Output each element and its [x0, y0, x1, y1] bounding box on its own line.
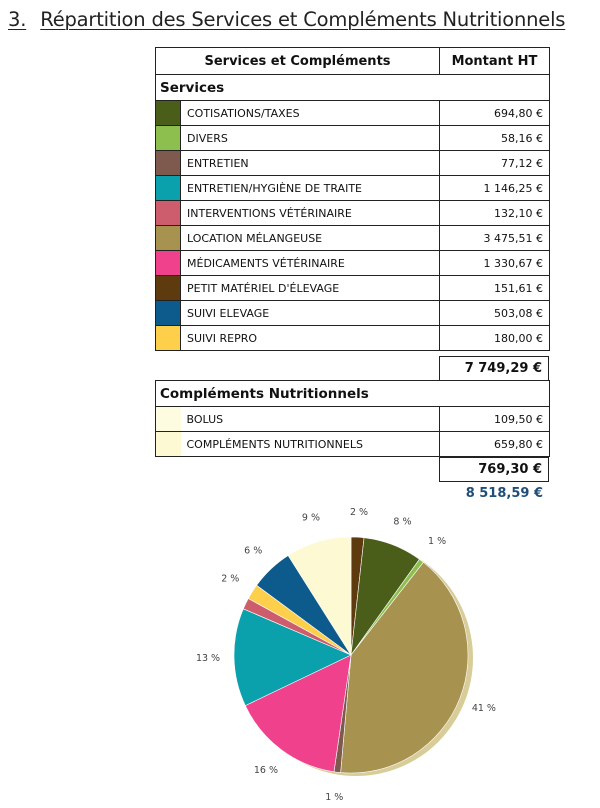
pie-slice — [244, 654, 352, 773]
table-row: COMPLÉMENTS NUTRITIONNELS 659,80 € — [155, 431, 551, 457]
group-title: Compléments Nutritionnels — [154, 380, 551, 407]
pie-slice-label: 13 % — [196, 653, 220, 664]
table-row: DIVERS 58,16 € — [155, 125, 550, 151]
color-swatch — [155, 150, 181, 176]
row-label: MÉDICAMENTS VÉTÉRINAIRE — [180, 250, 440, 276]
color-swatch — [155, 431, 181, 457]
row-amount: 694,80 € — [439, 100, 550, 126]
col-header-label: Services et Compléments — [155, 47, 440, 75]
pie-slice-label: 41 % — [472, 703, 496, 714]
color-swatch — [155, 300, 181, 326]
group-header-complements: Compléments Nutritionnels — [154, 380, 551, 407]
row-amount: 109,50 € — [438, 406, 551, 432]
table-header-row: Services et Compléments Montant HT — [155, 47, 550, 75]
section-heading: 3. Répartition des Services et Complément… — [8, 8, 565, 31]
table-row: INTERVENTIONS VÉTÉRINAIRE 132,10 € — [155, 200, 550, 226]
complements-total: 769,30 € — [439, 457, 549, 482]
grand-total: 8 518,59 € — [465, 486, 543, 501]
row-label: DIVERS — [180, 125, 440, 151]
pie-slice-label: 1 % — [428, 536, 446, 547]
pie-slice-label: 2 % — [221, 573, 239, 584]
row-amount: 180,00 € — [439, 325, 550, 351]
complements-table: Compléments Nutritionnels BOLUS 109,50 € C… — [154, 380, 551, 457]
section-number: 3. — [8, 8, 27, 31]
row-label: INTERVENTIONS VÉTÉRINAIRE — [180, 200, 440, 226]
row-amount: 77,12 € — [439, 150, 550, 176]
table-row: SUIVI ELEVAGE 503,08 € — [155, 300, 550, 326]
table-row: COTISATIONS/TAXES 694,80 € — [155, 100, 550, 126]
row-amount: 132,10 € — [439, 200, 550, 226]
services-table: Services et Compléments Montant HT Servi… — [155, 47, 550, 351]
color-swatch — [155, 125, 181, 151]
color-swatch — [155, 200, 181, 226]
row-label: PETIT MATÉRIEL D'ÉLEVAGE — [180, 275, 440, 301]
color-swatch — [155, 225, 181, 251]
row-label: COMPLÉMENTS NUTRITIONNELS — [180, 431, 440, 457]
row-amount: 3 475,51 € — [439, 225, 550, 251]
color-swatch — [155, 325, 181, 351]
color-swatch — [155, 100, 181, 126]
pie-slice — [233, 608, 352, 707]
row-amount: 58,16 € — [439, 125, 550, 151]
pie-slice — [340, 561, 469, 774]
pie-slice-label: 6 % — [244, 546, 262, 557]
color-swatch — [155, 175, 181, 201]
color-swatch — [155, 275, 181, 301]
pie-slice-label: 2 % — [350, 507, 368, 518]
pie-slice-label: 8 % — [393, 517, 411, 528]
row-label: LOCATION MÉLANGEUSE — [180, 225, 440, 251]
table-row: MÉDICAMENTS VÉTÉRINAIRE 1 330,67 € — [155, 250, 550, 276]
section-title: Répartition des Services et Compléments … — [40, 8, 566, 31]
table-row: SUIVI REPRO 180,00 € — [155, 325, 550, 351]
pie-slice-label: 16 % — [254, 765, 278, 776]
pie-slice — [287, 536, 352, 657]
services-rows: COTISATIONS/TAXES 694,80 € DIVERS 58,16 € EN… — [155, 100, 550, 351]
row-amount: 659,80 € — [438, 431, 551, 457]
table-row: LOCATION MÉLANGEUSE 3 475,51 € — [155, 225, 550, 251]
complements-rows: BOLUS 109,50 € COMPLÉMENTS NUTRITIONNELS 65… — [155, 406, 551, 457]
pie-slice-label: 9 % — [302, 513, 320, 524]
table-row: BOLUS 109,50 € — [155, 406, 551, 432]
row-label: SUIVI REPRO — [180, 325, 440, 351]
pie-slice-label: 1 % — [325, 792, 343, 803]
